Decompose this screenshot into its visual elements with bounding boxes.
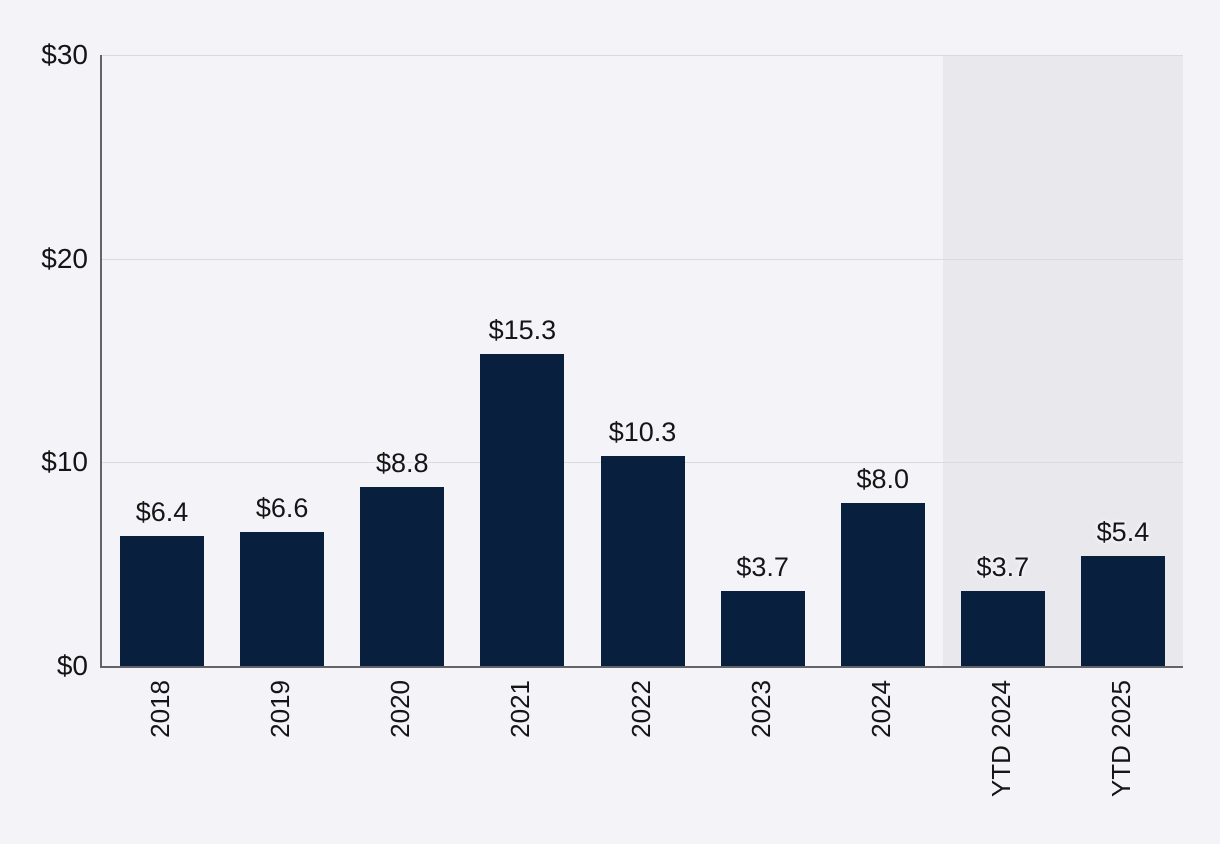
x-tick-label: 2023 bbox=[745, 680, 776, 738]
bar-value-label: $10.3 bbox=[608, 417, 677, 448]
bar-value-label: $3.7 bbox=[976, 551, 1030, 582]
bar-value-label: $8.0 bbox=[856, 464, 909, 495]
bar-value-label: $15.3 bbox=[488, 315, 557, 346]
bar-2024 bbox=[840, 503, 925, 666]
bar-value-label: $5.4 bbox=[1096, 517, 1150, 548]
x-axis-tick-labels: 2018 2019 2020 2021 2022 2023 2024 YTD 2024 YTD … bbox=[100, 680, 1181, 840]
y-tick-label: $0 bbox=[56, 650, 88, 681]
bar-2020 bbox=[360, 486, 445, 666]
x-tick-label: 2022 bbox=[625, 680, 656, 738]
bar-2018 bbox=[120, 535, 205, 666]
bar-ytd-2024 bbox=[960, 590, 1045, 666]
bar-value-label: $6.6 bbox=[255, 492, 309, 523]
bar-ytd-2025 bbox=[1080, 556, 1165, 666]
bar-2021 bbox=[480, 354, 565, 666]
bar-value-label: $8.8 bbox=[375, 447, 429, 478]
x-tick-label: 2019 bbox=[265, 680, 296, 738]
gridline-30 bbox=[102, 55, 1183, 56]
x-tick-label: YTD 2024 bbox=[985, 680, 1016, 798]
x-tick-label: 2024 bbox=[865, 680, 896, 738]
x-tick-label: YTD 2025 bbox=[1105, 680, 1136, 798]
bar-2019 bbox=[240, 531, 325, 666]
bar-value-label: $3.7 bbox=[736, 551, 789, 582]
y-tick-label: $30 bbox=[41, 39, 88, 70]
x-tick-label: 2018 bbox=[145, 680, 176, 738]
y-axis-tick-labels: $0 $10 $20 $30 bbox=[0, 39, 88, 681]
x-tick-label: 2020 bbox=[385, 680, 416, 738]
y-tick-label: $20 bbox=[41, 242, 88, 274]
bar-2023 bbox=[720, 590, 805, 666]
bar-2022 bbox=[600, 456, 685, 666]
bar-value-label: $6.4 bbox=[135, 496, 189, 527]
plot-area: $6.4 $6.6 $8.8 $15.3 $10.3 $3.7 $8.0 $3.7 $5.4 bbox=[100, 55, 1183, 668]
y-tick-label: $10 bbox=[41, 446, 88, 478]
x-tick-label: 2021 bbox=[505, 680, 536, 738]
gridline-20 bbox=[102, 258, 1183, 260]
